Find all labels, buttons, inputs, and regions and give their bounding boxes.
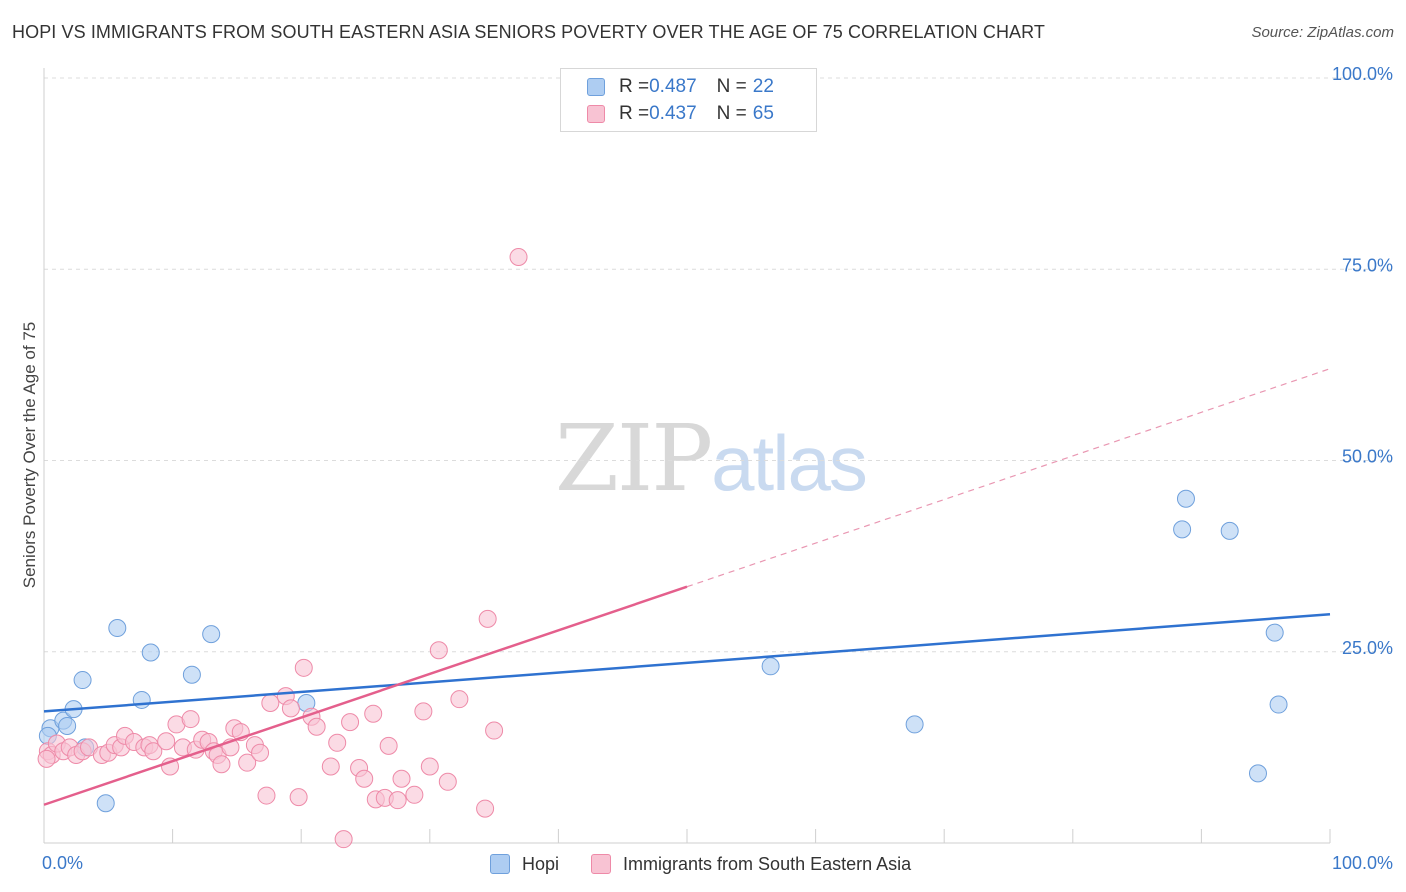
immigrants-point bbox=[420, 757, 439, 776]
immigrants-point bbox=[251, 743, 270, 762]
immigrants-point bbox=[388, 791, 407, 810]
hopi-point bbox=[1173, 520, 1192, 539]
immigrants-trend-extension bbox=[686, 368, 1331, 588]
immigrants-point bbox=[509, 248, 528, 267]
source-credit: Source: ZipAtlas.com bbox=[1251, 24, 1394, 41]
immigrants-point bbox=[476, 799, 495, 818]
watermark-atlas: atlas bbox=[711, 419, 868, 507]
hopi-point bbox=[1248, 764, 1267, 783]
immigrants-point bbox=[414, 702, 433, 721]
hopi-point bbox=[1176, 489, 1195, 508]
correlation-legend: R = 0.487 N = 22 R = 0.437 N = 65 bbox=[560, 68, 817, 132]
immigrants-point bbox=[485, 721, 504, 740]
immigrants-point bbox=[379, 736, 398, 755]
immigrants-point bbox=[328, 733, 347, 752]
y-tick-label: 100.0% bbox=[1332, 64, 1393, 84]
n-value: 22 bbox=[752, 76, 774, 97]
y-tick-label: 25.0% bbox=[1342, 638, 1393, 658]
r-label: R = bbox=[619, 76, 650, 97]
x-tick-label: 100.0% bbox=[1332, 853, 1393, 873]
hopi-point bbox=[1265, 623, 1284, 642]
immigrants-point bbox=[238, 753, 257, 772]
r-value: 0.487 bbox=[649, 76, 697, 97]
immigrants-point bbox=[289, 788, 308, 807]
x-tick-label: 0.0% bbox=[42, 853, 83, 873]
hopi-point bbox=[132, 690, 151, 709]
watermark: ZIPatlas bbox=[555, 405, 868, 512]
legend-item-hopi[interactable]: Hopi bbox=[490, 854, 559, 875]
immigrants-point bbox=[429, 641, 448, 660]
immigrants-point bbox=[392, 769, 411, 788]
hopi-point bbox=[905, 715, 924, 734]
immigrants-point bbox=[257, 786, 276, 805]
immigrants-point bbox=[334, 830, 353, 849]
r-value: 0.437 bbox=[649, 103, 697, 124]
immigrants-point bbox=[438, 772, 457, 791]
chart-title: HOPI VS IMMIGRANTS FROM SOUTH EASTERN AS… bbox=[12, 22, 1046, 42]
immigrants-point bbox=[478, 609, 497, 628]
immigrants-point bbox=[181, 710, 200, 729]
immigrants-point bbox=[261, 694, 280, 713]
legend-row-hopi: R = 0.487 N = 22 bbox=[587, 75, 774, 99]
immigrants-swatch bbox=[587, 105, 605, 123]
hopi-point bbox=[141, 643, 160, 662]
n-value: 65 bbox=[752, 103, 774, 124]
hopi-point bbox=[108, 619, 127, 638]
immigrants-point bbox=[281, 699, 300, 718]
immigrants-point bbox=[450, 690, 469, 709]
hopi-point bbox=[202, 625, 221, 644]
n-label: N = bbox=[716, 103, 747, 124]
immigrants-point bbox=[212, 755, 231, 774]
watermark-zip: ZIP bbox=[555, 405, 713, 512]
legend-label: Immigrants from South Eastern Asia bbox=[623, 853, 912, 874]
immigrants-point bbox=[157, 732, 176, 751]
hopi-point bbox=[761, 657, 780, 676]
immigrants-point bbox=[405, 785, 424, 804]
hopi-point bbox=[182, 665, 201, 684]
hopi-swatch bbox=[587, 78, 605, 96]
hopi-swatch bbox=[490, 854, 510, 874]
legend-item-immigrants[interactable]: Immigrants from South Eastern Asia bbox=[591, 854, 911, 875]
r-label: R = bbox=[619, 103, 650, 124]
hopi-point bbox=[58, 716, 77, 735]
legend-row-immigrants: R = 0.437 N = 65 bbox=[587, 102, 774, 126]
immigrants-point bbox=[144, 742, 163, 761]
hopi-point bbox=[1269, 695, 1288, 714]
hopi-trend-line bbox=[43, 613, 1331, 713]
y-tick-label: 50.0% bbox=[1342, 447, 1393, 467]
series-legend: Hopi Immigrants from South Eastern Asia bbox=[490, 852, 943, 876]
n-label: N = bbox=[716, 76, 747, 97]
hopi-point bbox=[73, 671, 92, 690]
immigrants-point bbox=[321, 757, 340, 776]
immigrants-point bbox=[341, 713, 360, 732]
immigrants-point bbox=[364, 704, 383, 723]
immigrants-point bbox=[294, 658, 313, 677]
hopi-point bbox=[1220, 521, 1239, 540]
legend-label: Hopi bbox=[522, 853, 560, 874]
hopi-point bbox=[96, 794, 115, 813]
immigrants-point bbox=[355, 769, 374, 788]
immigrants-swatch bbox=[591, 854, 612, 874]
immigrants-point bbox=[307, 717, 326, 736]
immigrants-trend-line bbox=[43, 585, 688, 806]
immigrants-point bbox=[37, 749, 56, 768]
y-tick-label: 75.0% bbox=[1342, 255, 1393, 275]
